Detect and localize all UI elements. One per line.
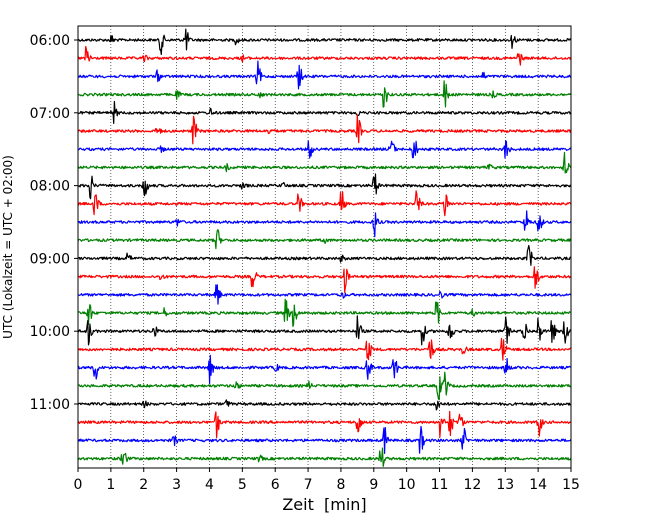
trace-group: [77, 28, 572, 467]
y-tick-label: 07:00: [30, 106, 70, 122]
y-tick-label: 06:00: [30, 33, 70, 49]
y-tick-label: 11:00: [30, 397, 70, 413]
x-tick-label: 3: [172, 477, 181, 493]
x-tick-label: 13: [496, 477, 514, 493]
seismic-trace: [77, 266, 572, 294]
x-tick-label: 7: [304, 477, 313, 493]
seismic-trace: [77, 425, 572, 454]
seismic-trace: [77, 371, 572, 401]
seismic-trace: [77, 28, 572, 56]
x-tick-label: 0: [74, 477, 83, 493]
plot-frame: [77, 25, 572, 469]
x-tick-label: 5: [238, 477, 247, 493]
seismic-trace: [77, 399, 572, 411]
y-axis-title: UTC (Lokalzeit = UTC + 02:00): [1, 155, 15, 339]
x-tick-label: 1: [106, 477, 115, 493]
x-tick-label: 6: [271, 477, 280, 493]
x-tick-label: 11: [431, 477, 449, 493]
x-axis: 0 1 2 3 4 5 6 7 8 9 10 11 12 13 14 15: [74, 468, 580, 493]
y-tick-label: 09:00: [30, 251, 70, 267]
y-axis: 06:00 07:00 08:00 09:00 10:00 11:00: [30, 33, 78, 413]
seismic-trace: [77, 45, 572, 66]
seismic-trace: [77, 298, 571, 327]
seismic-trace: [77, 244, 572, 266]
x-tick-label: 2: [139, 477, 148, 493]
seismic-trace: [77, 447, 572, 467]
y-tick-label: 10:00: [30, 324, 70, 340]
x-tick-label: 15: [562, 477, 580, 493]
seismic-trace: [77, 190, 572, 217]
seismic-trace: [77, 229, 572, 250]
plot-background: [78, 26, 571, 468]
x-tick-label: 14: [529, 477, 547, 493]
seismic-trace: [77, 315, 572, 346]
seismic-trace: [77, 337, 572, 361]
seismic-trace: [77, 60, 572, 90]
seismic-trace: [77, 140, 572, 159]
x-tick-label: 10: [398, 477, 416, 493]
x-axis-title: Zeit [min]: [282, 495, 366, 514]
seismic-trace: [77, 80, 572, 108]
seismic-trace: [77, 100, 572, 124]
seismic-trace: [77, 173, 572, 200]
x-tick-label: 12: [463, 477, 481, 493]
seismic-trace: [77, 284, 572, 305]
y-tick-label: 08:00: [30, 179, 70, 195]
seismic-trace: [77, 151, 572, 174]
x-tick-label: 4: [205, 477, 214, 493]
seismic-trace: [77, 210, 572, 238]
seismic-trace: [77, 410, 572, 439]
x-tick-label: 8: [336, 477, 345, 493]
seismic-trace: [77, 354, 571, 385]
seismic-trace: [77, 114, 572, 145]
x-tick-label: 9: [369, 477, 378, 493]
